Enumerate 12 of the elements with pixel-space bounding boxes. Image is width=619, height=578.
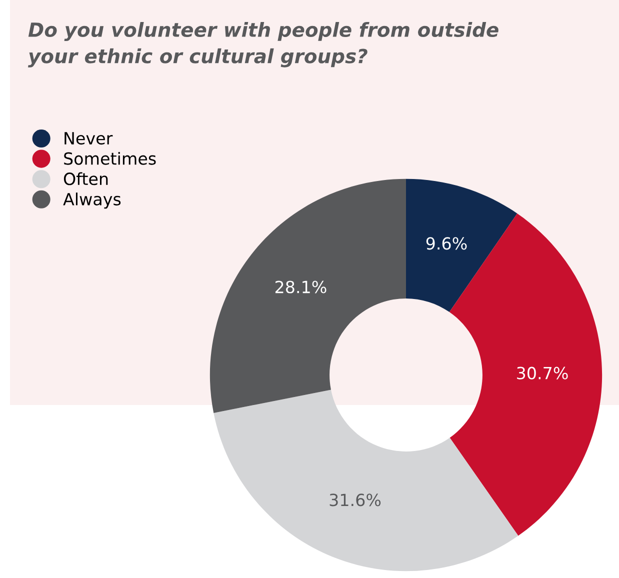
legend-label: Never [64, 132, 113, 145]
donut-slice [210, 178, 406, 413]
legend-label: Always [63, 192, 121, 209]
donut-slice [406, 178, 518, 312]
legend-label: Often [64, 172, 108, 186]
data-label: 31.6% [330, 494, 381, 506]
legend-label: Sometimes [64, 152, 156, 165]
data-label: 28.1% [275, 280, 326, 294]
data-label: 30.7% [517, 366, 568, 380]
chart-title: Do you volunteer with people from outside your ethnic or cultural groups? [28, 22, 498, 68]
data-label: 9.6% [426, 237, 467, 250]
donut-slice [214, 390, 518, 572]
